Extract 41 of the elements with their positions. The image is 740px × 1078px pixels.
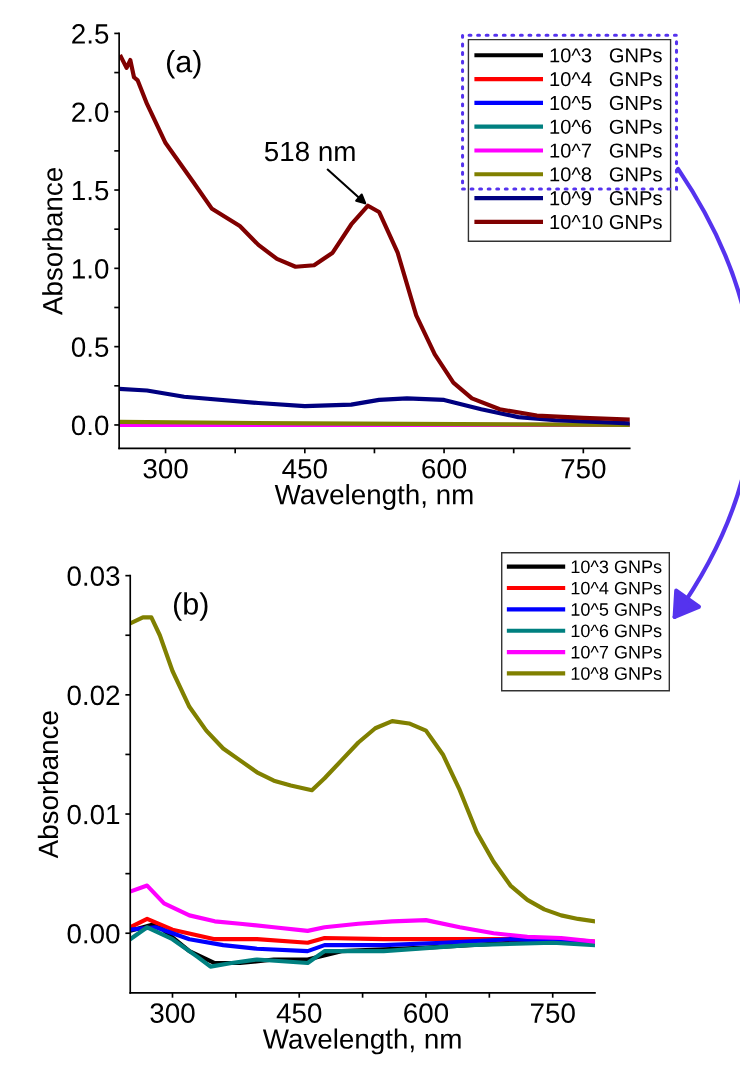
- legend-label: 10^5 GNPs: [571, 603, 662, 616]
- line-series: [119, 386, 630, 426]
- y-tick-label: 0.00: [67, 923, 120, 944]
- y-axis-title: Absorbance: [42, 168, 63, 315]
- legend-label: 10^7 GNPs: [571, 645, 662, 659]
- legend-label: 10^4 GNPs: [571, 581, 662, 595]
- legend-label: 10^3 GNPs: [571, 560, 662, 574]
- y-tick-label: 0.0: [71, 415, 109, 436]
- x-axis-title: Wavelength, nm: [274, 484, 473, 510]
- legend-label: 10^3 GNPs: [550, 48, 662, 63]
- y-tick-label: 1.0: [72, 259, 109, 279]
- annotation: (a): [166, 50, 201, 79]
- annotation: 518 nm: [264, 141, 355, 162]
- y-tick-label: 2.0: [72, 102, 109, 123]
- y-tick-label: 1.5: [72, 180, 109, 201]
- legend-label: 10^9 GNPs: [550, 191, 662, 206]
- x-tick-label: 300: [143, 458, 188, 479]
- legend-label: 10^5 GNPs: [550, 95, 662, 111]
- legend-label: 10^4 GNPs: [550, 72, 662, 87]
- x-tick-label: 450: [282, 458, 327, 479]
- x-tick-label: 450: [276, 1003, 322, 1023]
- y-axis-title: Absorbance: [37, 711, 59, 859]
- legend-label: 10^10 GNPs: [550, 214, 662, 230]
- x-tick-label: 750: [530, 1003, 575, 1023]
- legend-label: 10^8 GNPs: [550, 167, 662, 182]
- y-tick-label: 2.5: [72, 24, 109, 44]
- x-tick-label: 750: [561, 458, 606, 479]
- legend-label: 10^6 GNPs: [550, 119, 662, 134]
- y-tick-label: 0.5: [71, 337, 109, 357]
- annotation: (b): [173, 592, 208, 621]
- legend-label: 10^7 GNPs: [550, 143, 662, 158]
- x-tick-label: 600: [404, 1003, 449, 1023]
- y-tick-label: 0.01: [67, 804, 120, 825]
- y-tick-label: 0.02: [67, 685, 120, 706]
- y-tick-label: 0.03: [67, 566, 120, 586]
- legend-label: 10^8 GNPs: [571, 667, 662, 680]
- x-tick-label: 600: [422, 458, 467, 479]
- line-series: [130, 883, 595, 944]
- x-tick-label: 300: [150, 1003, 195, 1023]
- legend-label: 10^6 GNPs: [571, 624, 662, 638]
- x-axis-title: Wavelength, nm: [262, 1028, 461, 1055]
